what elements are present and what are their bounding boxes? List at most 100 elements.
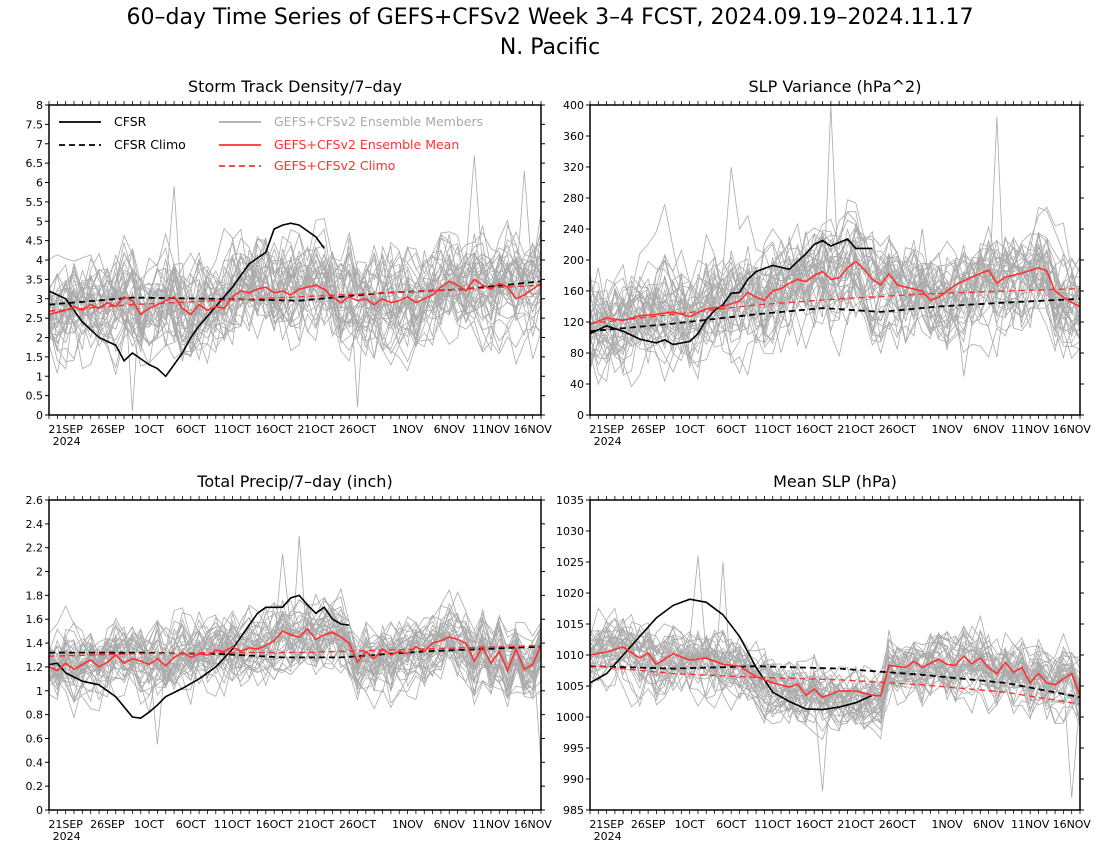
member-line: [49, 601, 541, 675]
member-line: [590, 247, 1080, 381]
x-tick-label: 21OCT: [297, 423, 334, 436]
plot-frame: [48, 104, 542, 416]
y-tick-label: 1: [36, 370, 43, 383]
y-tick-label: 0: [577, 409, 584, 422]
plot-area: [49, 535, 541, 763]
member-line: [49, 259, 541, 357]
x-tick-label: 26OCT: [879, 818, 916, 831]
member-line: [590, 607, 1080, 716]
x-tick-label: 1NOV: [392, 423, 424, 436]
member-line: [49, 238, 541, 358]
ensemble-members: [49, 535, 541, 763]
member-line: [49, 251, 541, 408]
member-line: [590, 250, 1080, 349]
y-tick-label: 160: [563, 285, 584, 298]
x-tick-label: 6OCT: [716, 818, 746, 831]
member-line: [49, 617, 541, 698]
member-line: [590, 211, 1080, 340]
member-line: [49, 620, 541, 696]
member-line: [590, 227, 1080, 373]
member-line: [49, 611, 541, 693]
member-line: [590, 640, 1080, 724]
member-line: [590, 635, 1080, 714]
member-line: [590, 237, 1080, 365]
member-line: [590, 648, 1080, 731]
y-tick-label: 2.6: [26, 494, 44, 507]
x-tick-label: 26OCT: [879, 423, 916, 436]
x-tick-label: 16OCT: [256, 818, 293, 831]
member-line: [590, 629, 1080, 702]
y-tick-label: 7: [36, 138, 43, 151]
y-tick-label: 40: [570, 378, 584, 391]
panel-3: Total Precip/7–day (inch)00.20.40.60.811…: [26, 472, 553, 843]
member-line: [590, 628, 1080, 725]
series-cfsr: [49, 594, 350, 720]
y-tick-label: 360: [563, 130, 584, 143]
member-line: [590, 253, 1080, 353]
member-line: [49, 241, 541, 343]
legend: CFSR CFSR Climo GEFS+CFSv2 Ensemble Member…: [59, 114, 483, 173]
series-ens-climo: [590, 664, 1080, 705]
x-tick-label: 16OCT: [256, 423, 293, 436]
member-line: [590, 206, 1080, 340]
member-line: [590, 225, 1080, 355]
x-tick-label: 1NOV: [932, 423, 964, 436]
member-line: [49, 607, 541, 719]
x-tick-label: 21OCT: [837, 423, 874, 436]
member-line: [49, 253, 541, 366]
y-tick-label: 985: [563, 804, 584, 817]
member-line: [590, 626, 1080, 723]
y-tick-label: 0: [36, 804, 43, 817]
member-line: [590, 634, 1080, 718]
member-line: [49, 624, 541, 689]
member-line: [49, 237, 541, 362]
member-line: [49, 241, 541, 352]
member-line: [49, 535, 541, 700]
y-tick-label: 0: [36, 409, 43, 422]
member-line: [590, 231, 1080, 357]
y-tick-label: 1.6: [26, 613, 44, 626]
member-line: [49, 251, 541, 365]
series-ens-climo: [49, 284, 541, 312]
panel-title: Mean SLP (hPa): [773, 472, 897, 491]
x-tick-label: 6NOV: [973, 818, 1005, 831]
x-tick-label: 21SEP: [589, 818, 624, 831]
member-line: [49, 606, 541, 688]
x-tick-label: 1NOV: [932, 818, 964, 831]
member-line: [590, 257, 1080, 357]
x-tick-label: 1OCT: [675, 423, 705, 436]
plot-frame: [589, 104, 1081, 416]
member-line: [590, 261, 1080, 360]
x-tick-label: 1OCT: [134, 818, 164, 831]
member-line: [590, 237, 1080, 374]
x-tick-label: 26SEP: [631, 818, 666, 831]
panel-2: SLP Variance (hPa^2) 0 40 80 120 160 200 240 280…: [563, 77, 1091, 448]
member-line: [49, 237, 541, 355]
member-line: [49, 213, 541, 348]
y-tick-label: 1.5: [26, 351, 44, 364]
x-tick-label: 6NOV: [434, 423, 466, 436]
member-line: [590, 627, 1080, 724]
member-line: [590, 634, 1080, 732]
x-tick-label: 26SEP: [90, 818, 125, 831]
member-line: [590, 256, 1080, 360]
member-line: [49, 256, 541, 349]
y-tick-label: 2: [36, 332, 43, 345]
member-line: [49, 235, 541, 336]
plot-area: [49, 155, 541, 412]
member-line: [590, 258, 1080, 377]
legend-label-ens-climo: GEFS+CFSv2 Climo: [274, 158, 395, 173]
member-line: [49, 616, 541, 706]
member-line: [49, 623, 541, 704]
series-ens-mean: [49, 278, 541, 316]
member-line: [49, 234, 541, 370]
y-tick-label: 4.5: [26, 235, 44, 248]
member-line: [49, 598, 541, 685]
member-line: [590, 116, 1080, 359]
member-line: [590, 631, 1080, 703]
y-tick-label: 1025: [556, 556, 584, 569]
member-line: [590, 199, 1080, 334]
member-line: [49, 588, 541, 693]
member-line: [590, 229, 1080, 344]
